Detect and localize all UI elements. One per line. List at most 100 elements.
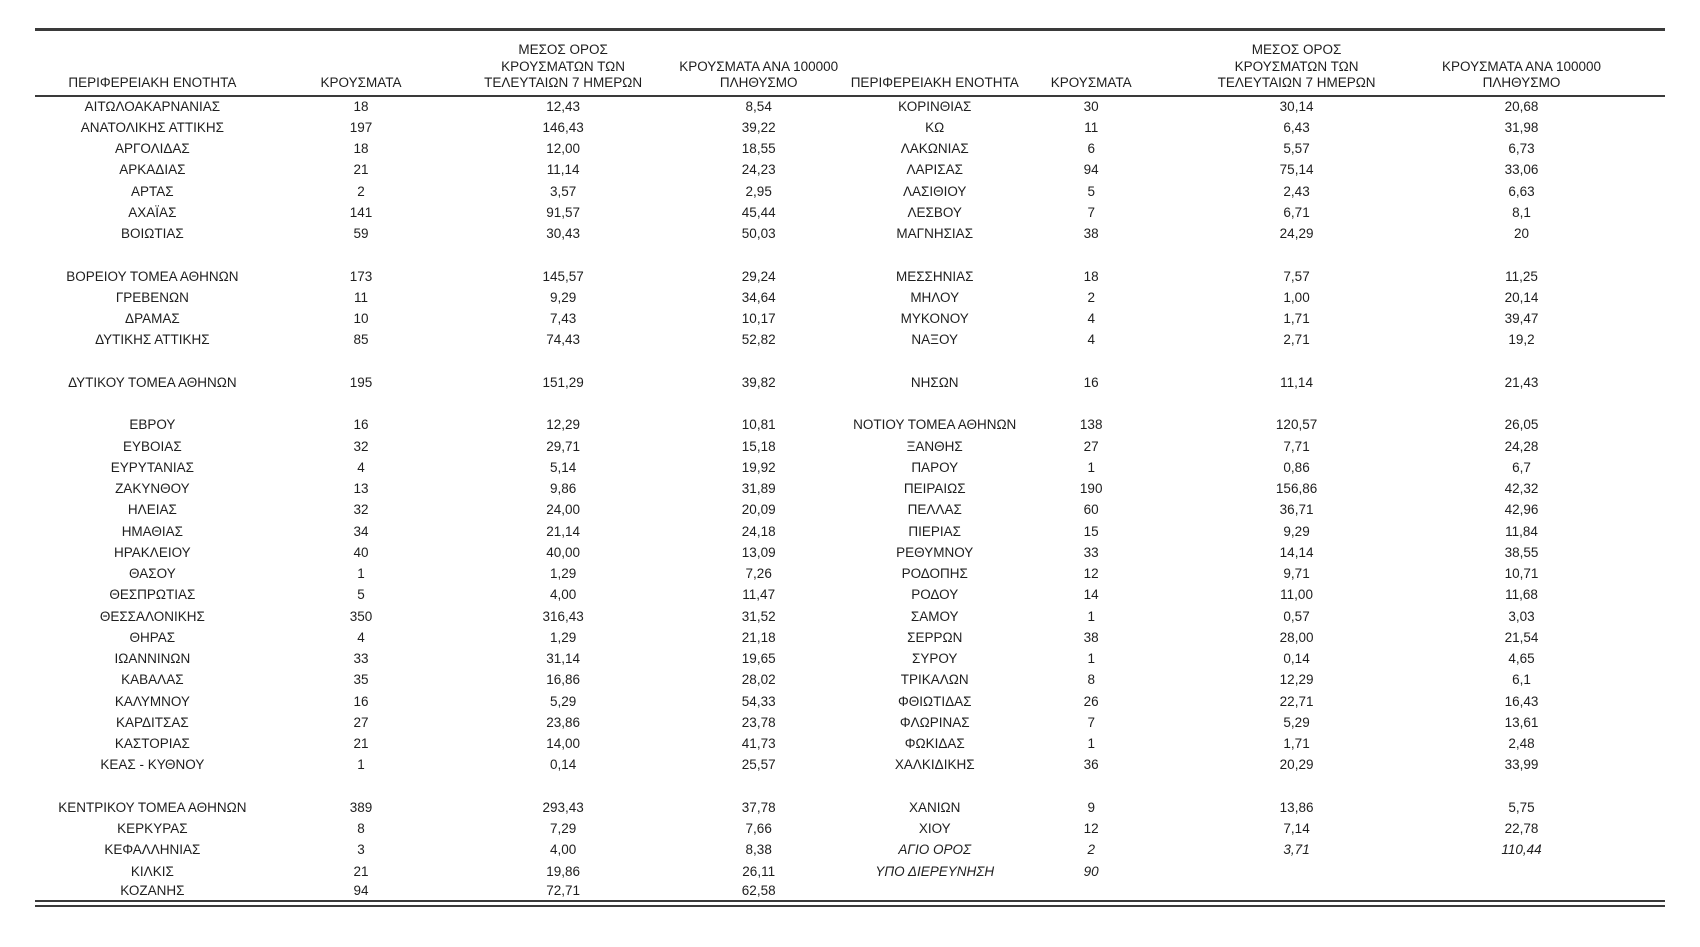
table-cell-right: 8 [1087, 672, 1095, 688]
table-cell-right: ΚΟΡΙΝΘΙΑΣ [898, 99, 972, 115]
table-cell-right: ΛΕΣΒΟΥ [907, 204, 962, 220]
table-cell-right: 8,1 [1512, 204, 1531, 220]
table-cell-right [1026, 351, 1156, 372]
table-cell-left: 141 [349, 204, 373, 220]
table-cell-left: 12,43 [546, 99, 580, 115]
table-cell-right: 42,96 [1504, 502, 1539, 518]
table-cell-left: 7,43 [549, 311, 577, 327]
table-cell-left: 19,92 [741, 459, 776, 475]
spacer-cell [1606, 436, 1665, 457]
table-cell-left [270, 393, 453, 414]
table-cell-right: 19,2 [1508, 332, 1535, 348]
spacer-cell [1606, 797, 1665, 818]
table-cell-left: 9,86 [549, 481, 577, 497]
spacer-cell [1606, 181, 1665, 202]
table-cell-right: ΑΓΙΟ ΟΡΟΣ [898, 842, 972, 858]
table-cell-left: 1 [357, 566, 365, 582]
table-cell-right: 138 [1079, 417, 1103, 433]
spacer-cell [1606, 244, 1665, 265]
table-cell-left: 45,44 [741, 204, 776, 220]
table-row: ΚΑΒΑΛΑΣ 35 16,86 28,02 ΤΡΙΚΑΛΩΝ 8 12,29 6,1 [35, 669, 1665, 690]
spacer-cell [1606, 159, 1665, 180]
table-cell-right: 5,57 [1283, 141, 1310, 157]
table-row: ΗΜΑΘΙΑΣ 34 21,14 24,18 ΠΙΕΡΙΑΣ 15 9,29 11,84 [35, 521, 1665, 542]
table-cell-right [1437, 861, 1607, 882]
table-cell-left: 31,14 [546, 651, 580, 667]
table-cell-left: ΑΧΑΪΑΣ [128, 204, 177, 220]
table-cell-right [1437, 393, 1607, 414]
regional-cases-table: ΠΕΡΙΦΕΡΕΙΑΚΗ ΕΝΟΤΗΤΑ ΚΡΟΥΣΜΑΤΑ ΜΕΣΟΣ ΟΡΟ… [35, 28, 1665, 907]
table-cell-right: ΠΕΛΛΑΣ [907, 502, 962, 518]
table-cell-left: 19,65 [741, 651, 776, 667]
table-row: ΗΛΕΙΑΣ 32 24,00 20,09 ΠΕΛΛΑΣ 60 36,71 42,96 [35, 499, 1665, 520]
table-cell-left: 7,26 [745, 566, 772, 582]
table-cell-right: 4,65 [1508, 651, 1535, 667]
table-cell-right: 22,78 [1504, 821, 1539, 837]
spacer-cell [1606, 351, 1665, 372]
table-cell-right [843, 244, 1026, 265]
table-row: ΔΥΤΙΚΗΣ ΑΤΤΙΚΗΣ 85 74,43 52,82 ΝΑΞΟΥ 4 2,71 19,… [35, 329, 1665, 350]
table-cell-right: ΡΟΔΟΥ [911, 587, 959, 603]
table-cell-left: 5,14 [549, 459, 577, 475]
table-cell-right: 11,14 [1280, 374, 1313, 390]
spacer-cell [1606, 457, 1665, 478]
table-cell-left [35, 393, 270, 414]
table-cell-right: 38,55 [1504, 544, 1539, 560]
table-cell-left: ΔΡΑΜΑΣ [125, 311, 180, 327]
table-cell-left: 14,00 [546, 736, 580, 752]
header-per100k-left-line1: ΚΡΟΥΣΜΑΤΑ ΑΝΑ 100000 [679, 58, 839, 74]
header-region-left-label: ΠΕΡΙΦΕΡΕΙΑΚΗ ΕΝΟΤΗΤΑ [68, 75, 237, 90]
table-row: ΚΑΛΥΜΝΟΥ 16 5,29 54,33 ΦΘΙΩΤΙΔΑΣ 26 22,71 16,43 [35, 691, 1665, 712]
table-cell-left: 4,00 [549, 842, 577, 858]
table-cell-right: ΜΥΚΟΝΟΥ [900, 311, 969, 327]
table-cell-right: 42,32 [1504, 481, 1539, 497]
table-cell-left: 40,00 [546, 544, 580, 560]
table-cell-right: 1,71 [1283, 311, 1310, 327]
table-row: ΚΕΑΣ - ΚΥΘΝΟΥ 1 0,14 25,57 ΧΑΛΚΙΔΙΚΗΣ 36 20,29… [35, 754, 1665, 775]
table-cell-left: 21 [353, 162, 369, 178]
table-cell-right: 0,86 [1283, 459, 1310, 475]
spacer-cell [1606, 138, 1665, 159]
table-cell-left: 23,86 [546, 714, 580, 730]
table-cell-right [843, 882, 1026, 903]
table-cell-left: 72,71 [546, 883, 580, 899]
table-cell-right: 1 [1087, 651, 1095, 667]
table-cell-right: 110,44 [1501, 842, 1542, 858]
table-cell-right: 6,43 [1283, 119, 1310, 135]
table-cell-right [843, 393, 1026, 414]
table-cell-right [1026, 244, 1156, 265]
table-cell-right: 33,99 [1504, 757, 1539, 773]
table-cell-right: 20,68 [1504, 99, 1539, 115]
table-header: ΠΕΡΙΦΕΡΕΙΑΚΗ ΕΝΟΤΗΤΑ ΚΡΟΥΣΜΑΤΑ ΜΕΣΟΣ ΟΡΟ… [35, 29, 1665, 97]
spacer-cell [1606, 627, 1665, 648]
table-cell-right: 9,29 [1283, 523, 1310, 539]
table-cell-right: 6,7 [1512, 459, 1531, 475]
header-cases-left-label: ΚΡΟΥΣΜΑΤΑ [320, 75, 402, 90]
table-cell-right: 21,54 [1504, 629, 1539, 645]
table-cell-right: 24,29 [1279, 226, 1314, 242]
table-cell-left [674, 776, 844, 797]
table-cell-left: 28,02 [741, 672, 776, 688]
table-cell-left: ΙΩΑΝΝΙΝΩΝ [114, 651, 191, 667]
table-cell-left: 0,14 [549, 757, 577, 773]
spacer-cell [1606, 308, 1665, 329]
spacer-cell [1606, 648, 1665, 669]
spacer-cell [1606, 669, 1665, 690]
header-filler [1606, 29, 1665, 97]
table-cell-left: 16 [353, 417, 369, 433]
table-cell-right [1437, 244, 1607, 265]
table-cell-right: ΣΥΡΟΥ [912, 651, 958, 667]
table-cell-right: 26,05 [1504, 417, 1539, 433]
spacer-cell [1606, 839, 1665, 860]
table-cell-left [270, 351, 453, 372]
spacer-cell [1606, 478, 1665, 499]
table-cell-left: 1 [357, 757, 365, 773]
table-cell-left: 24,00 [546, 502, 580, 518]
spacer-cell [1606, 117, 1665, 138]
table-cell-right: ΦΩΚΙΔΑΣ [904, 736, 965, 752]
table-cell-right: 11,68 [1505, 587, 1538, 603]
table-cell-right: 33,06 [1504, 162, 1539, 178]
table-cell-right: ΠΕΙΡΑΙΩΣ [903, 481, 966, 497]
table-cell-right: 31,98 [1504, 119, 1539, 135]
table-cell-left: 21,14 [546, 523, 580, 539]
